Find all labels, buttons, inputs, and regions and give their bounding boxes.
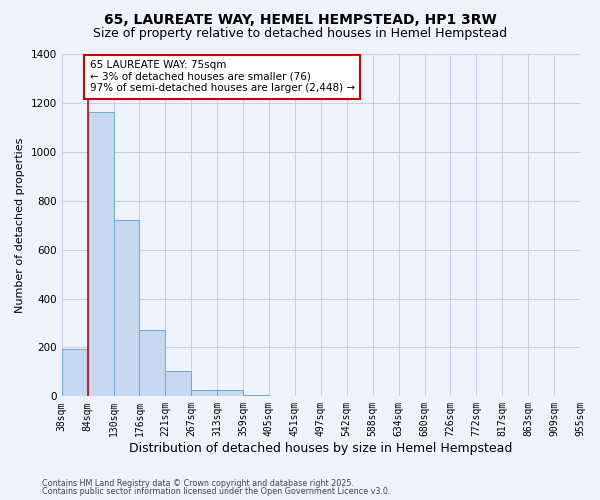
Text: 65, LAUREATE WAY, HEMEL HEMPSTEAD, HP1 3RW: 65, LAUREATE WAY, HEMEL HEMPSTEAD, HP1 3… bbox=[104, 12, 496, 26]
Bar bbox=[113, 220, 139, 396]
Text: Contains public sector information licensed under the Open Government Licence v3: Contains public sector information licen… bbox=[42, 487, 391, 496]
Text: 65 LAUREATE WAY: 75sqm
← 3% of detached houses are smaller (76)
97% of semi-deta: 65 LAUREATE WAY: 75sqm ← 3% of detached … bbox=[89, 60, 355, 94]
Bar bbox=[139, 330, 166, 396]
Bar bbox=[243, 395, 269, 396]
Bar bbox=[191, 390, 217, 396]
Bar bbox=[217, 390, 243, 396]
Text: Contains HM Land Registry data © Crown copyright and database right 2025.: Contains HM Land Registry data © Crown c… bbox=[42, 479, 354, 488]
X-axis label: Distribution of detached houses by size in Hemel Hempstead: Distribution of detached houses by size … bbox=[129, 442, 512, 455]
Text: Size of property relative to detached houses in Hemel Hempstead: Size of property relative to detached ho… bbox=[93, 28, 507, 40]
Y-axis label: Number of detached properties: Number of detached properties bbox=[15, 138, 25, 313]
Bar bbox=[88, 112, 113, 397]
Bar bbox=[62, 349, 88, 397]
Bar bbox=[166, 371, 191, 396]
